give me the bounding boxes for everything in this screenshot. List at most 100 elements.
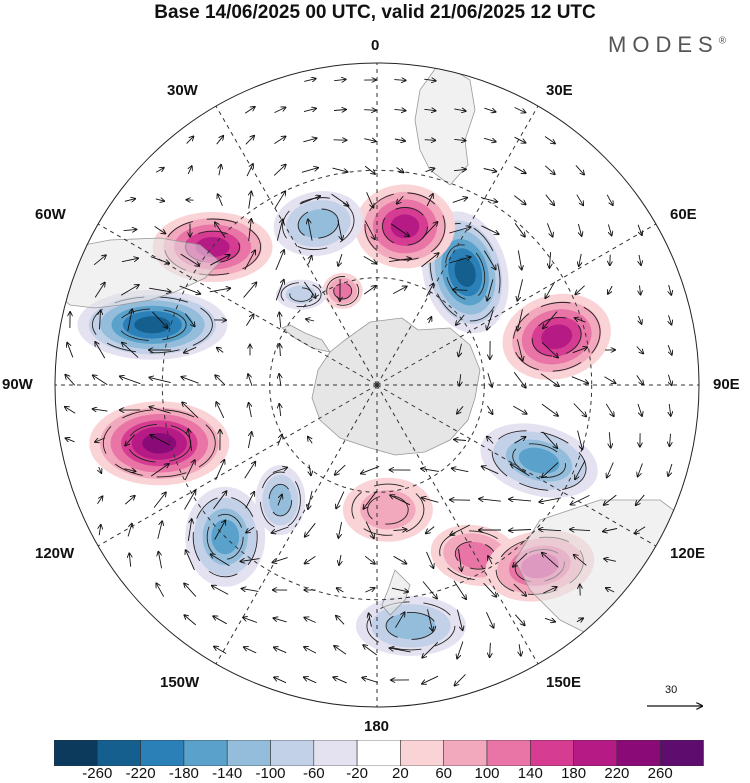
circulation-streamline — [118, 308, 187, 342]
lon-label-60e: 60E — [670, 206, 697, 223]
map-title: Base 14/06/2025 00 UTC, valid 21/06/2025… — [154, 2, 596, 23]
wind-vector — [364, 555, 375, 564]
wind-vector — [635, 526, 646, 534]
wind-vector — [576, 194, 583, 206]
wind-vector — [363, 490, 377, 509]
wind-vector — [213, 616, 228, 625]
wind-vector — [363, 256, 376, 263]
wind-vector — [603, 529, 618, 532]
circulation-streamline — [102, 409, 216, 478]
wind-vector — [272, 468, 287, 473]
wind-vector — [248, 374, 253, 387]
lon-label-180: 180 — [364, 718, 390, 735]
wind-vector — [246, 164, 253, 177]
wind-vector — [309, 464, 311, 476]
lon-label-90w: 90W — [2, 376, 33, 393]
colorbar-tick-label: -180 — [168, 765, 199, 782]
logo-text: MODES — [608, 32, 719, 57]
wind-vector — [575, 165, 584, 174]
wind-vector — [273, 165, 286, 176]
lon-label-150e: 150E — [546, 674, 582, 691]
wind-vector — [364, 220, 375, 240]
circulation-streamline — [192, 496, 258, 578]
wind-vector — [249, 403, 252, 418]
colorbar-cell — [529, 740, 574, 766]
wind-vector — [426, 194, 433, 207]
wind-vector — [217, 348, 224, 353]
wind-vector — [543, 311, 558, 329]
wind-vector — [209, 288, 231, 293]
wind-vector — [336, 616, 345, 625]
wind-vector — [121, 258, 138, 263]
wind-vector — [514, 195, 525, 205]
wind-vector — [218, 194, 223, 206]
wind-vector — [487, 310, 494, 330]
wind-vector — [184, 313, 194, 327]
wind-vector — [65, 407, 76, 414]
lon-label-150w: 150W — [160, 674, 200, 691]
colorbar-cell — [443, 740, 488, 766]
wind-vector — [483, 169, 497, 172]
wind-vector — [453, 580, 466, 599]
colorbar-cell — [573, 740, 618, 766]
meridian-line — [376, 384, 539, 665]
wind-vector — [669, 404, 671, 416]
reference-vector-label: 30 — [665, 684, 678, 696]
wind-vector — [243, 282, 257, 298]
colorbar-tick-label: -140 — [212, 765, 243, 782]
colorbar-cell — [313, 740, 358, 766]
wind-vector — [638, 315, 641, 324]
wind-vector — [542, 462, 559, 478]
wind-vector — [156, 583, 165, 597]
wind-vector — [608, 224, 611, 236]
wind-vector — [452, 198, 467, 203]
wind-vector — [453, 290, 468, 291]
wind-vector — [127, 524, 132, 537]
wind-vector — [210, 255, 229, 266]
wind-vector — [449, 227, 470, 234]
colorbar-cell — [659, 740, 704, 766]
wind-vector — [545, 194, 554, 205]
wind-vector — [422, 641, 439, 657]
wind-vector — [366, 192, 374, 207]
wind-vector — [215, 375, 226, 386]
wind-vector — [575, 318, 586, 323]
wind-vector — [279, 313, 280, 328]
anomaly-contour — [333, 282, 352, 299]
wind-vector — [184, 491, 196, 510]
wind-vector — [338, 253, 343, 266]
wind-vector — [424, 109, 435, 110]
wind-vector — [158, 552, 163, 569]
wind-vector — [513, 405, 526, 414]
wind-vector — [364, 165, 375, 174]
wind-vector — [449, 257, 470, 264]
wind-vector — [215, 222, 226, 238]
wind-vector — [241, 559, 260, 562]
wind-vector — [215, 460, 225, 481]
wind-vector — [488, 556, 492, 565]
wind-vector — [277, 435, 282, 446]
anomaly-contour — [454, 257, 476, 287]
wind-vector — [184, 460, 195, 481]
anomaly-contour — [360, 490, 416, 530]
wind-vector — [456, 609, 462, 631]
wind-vector — [150, 435, 170, 446]
wind-vector — [637, 224, 642, 235]
wind-vector — [541, 403, 558, 416]
wind-vectors — [65, 79, 672, 686]
wind-vector — [573, 403, 586, 417]
wind-vector — [184, 615, 196, 626]
wind-vector — [393, 529, 407, 530]
south-america-landmass — [57, 237, 221, 309]
wind-vector — [244, 250, 255, 270]
wind-vector — [99, 525, 101, 536]
wind-vector — [244, 647, 257, 654]
wind-vector — [669, 315, 672, 324]
wind-vector — [422, 675, 439, 684]
wind-vector — [577, 430, 583, 450]
wind-vector — [100, 311, 101, 330]
wind-vector — [607, 462, 614, 478]
anomaly-contour — [142, 433, 177, 454]
wind-vector — [540, 373, 559, 386]
colorbar-tick-label: -220 — [125, 765, 156, 782]
